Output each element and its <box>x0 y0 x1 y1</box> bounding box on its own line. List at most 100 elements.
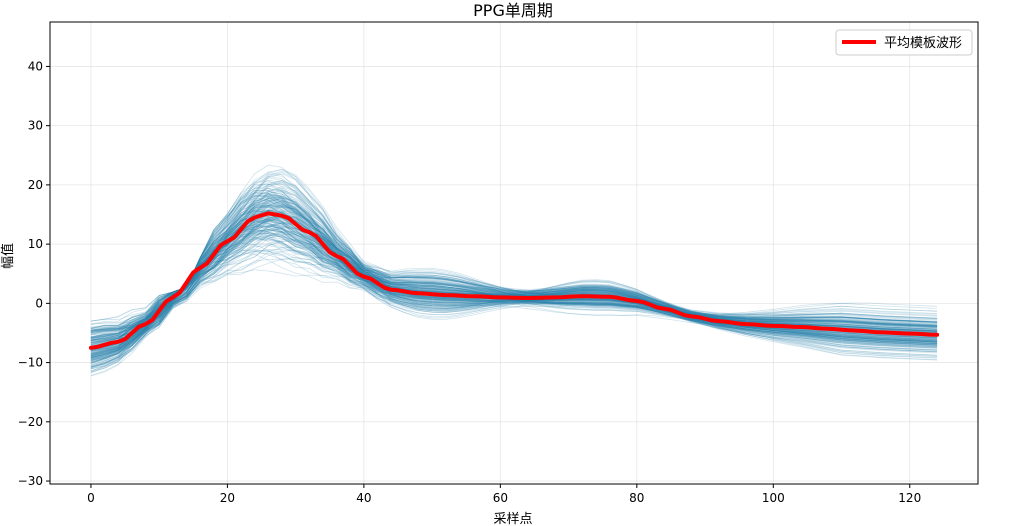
cycle-line <box>90 181 938 330</box>
cycle-line <box>90 213 938 358</box>
cycle-line <box>90 180 938 342</box>
grid-lines <box>50 22 978 484</box>
cycle-line <box>90 234 938 350</box>
cycle-line <box>90 240 938 341</box>
x-axis-label: 采样点 <box>493 512 532 526</box>
cycle-line <box>90 191 938 343</box>
cycle-line <box>90 249 938 347</box>
cycle-line <box>90 234 938 374</box>
cycle-line <box>90 215 938 350</box>
y-axis-ticks: −30 −20 −10 0 10 20 30 40 <box>18 59 50 488</box>
cycle-line <box>90 243 938 364</box>
cycle-line <box>90 189 938 335</box>
cycle-line <box>90 204 938 348</box>
chart-title: PPG单周期 <box>473 1 553 20</box>
cycle-line <box>90 187 938 343</box>
cycle-line <box>90 229 938 343</box>
cycle-line <box>90 190 938 361</box>
cycle-line <box>90 231 938 368</box>
x-tick-label: 120 <box>898 491 921 505</box>
legend-label-mean-template: 平均模板波形 <box>884 36 962 51</box>
cycle-line <box>90 192 938 329</box>
cycle-line <box>90 206 938 364</box>
cycle-line <box>90 219 938 355</box>
cycle-line <box>90 173 938 349</box>
cycle-line <box>90 203 938 342</box>
cycle-line <box>90 245 938 344</box>
mean-template-line <box>88 211 940 350</box>
cycle-line <box>90 229 938 343</box>
y-tick-label: 30 <box>28 119 43 133</box>
cycle-line <box>90 185 938 357</box>
cycle-line <box>90 236 938 372</box>
cycle-line <box>90 236 938 349</box>
cycle-line <box>90 197 938 332</box>
legend: 平均模板波形 <box>835 29 973 56</box>
cycle-line <box>90 232 938 368</box>
cycle-line <box>90 256 938 331</box>
cycle-line <box>90 215 938 346</box>
y-tick-label: 40 <box>28 59 43 73</box>
x-tick-label: 20 <box>220 491 235 505</box>
cycle-line <box>90 197 938 341</box>
cycle-line <box>90 209 938 323</box>
cycle-line <box>90 238 938 346</box>
cycle-line <box>90 227 938 345</box>
cycle-line <box>90 249 938 349</box>
y-tick-label: −10 <box>18 356 43 370</box>
cycle-line <box>90 250 938 372</box>
cycle-line <box>90 210 938 332</box>
cycle-line <box>90 218 938 365</box>
y-tick-label: −20 <box>18 415 43 429</box>
cycle-line <box>90 190 938 362</box>
cycle-line <box>90 196 938 355</box>
cycle-line <box>90 200 938 328</box>
cycle-line <box>90 239 938 333</box>
cycle-line <box>90 210 938 356</box>
cycle-line <box>90 222 938 358</box>
y-tick-label: −30 <box>18 474 43 488</box>
cycle-line <box>90 202 938 347</box>
cycle-line <box>90 209 938 358</box>
x-axis-ticks: 0 20 40 60 80 100 120 <box>87 484 921 505</box>
cycle-line <box>90 209 938 351</box>
cycle-line <box>90 194 938 357</box>
cycle-line <box>90 181 938 351</box>
cycle-line <box>90 251 938 359</box>
cycle-line <box>90 202 938 357</box>
cycle-line <box>90 269 938 358</box>
y-axis-label: 幅值 <box>0 243 16 269</box>
cycle-line <box>90 205 938 336</box>
cycle-line <box>90 208 938 356</box>
cycle-line <box>90 192 938 364</box>
cycle-line <box>90 204 938 352</box>
cycle-line <box>90 238 938 347</box>
cycle-line <box>90 177 938 364</box>
cycle-line <box>90 225 938 344</box>
mean-template-series <box>88 211 940 350</box>
cycle-line <box>90 232 938 356</box>
x-tick-label: 0 <box>87 491 95 505</box>
cycle-line <box>90 215 938 341</box>
cycle-line <box>90 223 938 369</box>
cycle-line <box>90 229 938 329</box>
x-tick-label: 80 <box>629 491 644 505</box>
cycle-line <box>90 200 938 347</box>
cycle-line <box>90 195 938 363</box>
cycle-line <box>90 225 938 357</box>
cycle-line <box>90 187 938 342</box>
x-tick-label: 100 <box>762 491 785 505</box>
cycle-line <box>90 206 938 345</box>
cycle-line <box>90 215 938 364</box>
legend-box <box>835 29 973 56</box>
y-tick-label: 0 <box>35 296 43 310</box>
cycle-line <box>90 200 938 350</box>
cycle-line <box>90 188 938 339</box>
cycle-line <box>90 204 938 361</box>
cycle-line <box>90 170 938 343</box>
plot-frame <box>49 21 979 485</box>
cycle-line <box>90 173 938 342</box>
y-tick-label: 10 <box>28 237 43 251</box>
